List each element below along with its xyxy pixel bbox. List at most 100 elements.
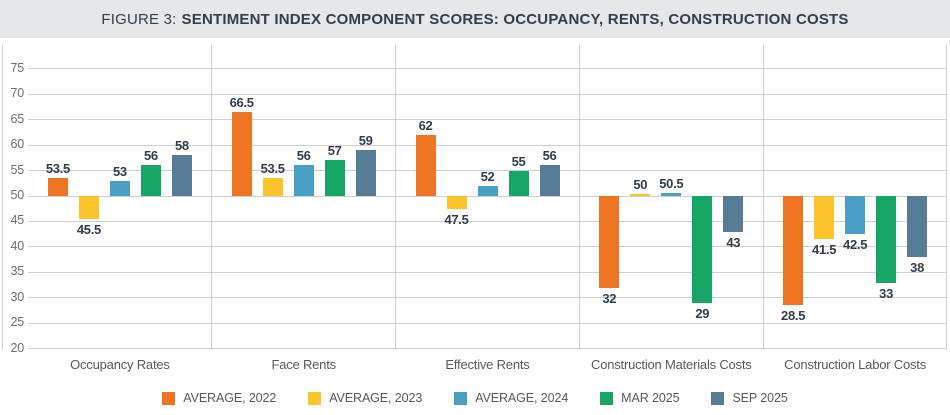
y-axis-tick-label: 65 bbox=[10, 111, 24, 126]
y-axis-tick-label: 70 bbox=[10, 86, 24, 101]
bar-value-label: 29 bbox=[695, 305, 710, 321]
legend-swatch bbox=[308, 391, 322, 405]
y-axis-tick-label: 30 bbox=[10, 289, 24, 304]
gridline-60 bbox=[28, 144, 947, 146]
panel-separator bbox=[762, 45, 764, 350]
bar-value-label: 38 bbox=[910, 260, 925, 276]
y-axis-tick-label: 20 bbox=[10, 340, 24, 355]
legend-label: AVERAGE, 2023 bbox=[329, 391, 423, 405]
bar-average-2023 bbox=[446, 196, 467, 209]
bar-value-label: 56 bbox=[296, 148, 311, 164]
plot-right-border bbox=[946, 45, 947, 350]
gridline-20 bbox=[28, 348, 947, 350]
legend-swatch bbox=[162, 391, 176, 405]
figure-title-bar: FIGURE 3: SENTIMENT INDEX COMPONENT SCOR… bbox=[0, 0, 950, 38]
bar-value-label: 56 bbox=[542, 148, 557, 164]
bar-value-label: 45.5 bbox=[76, 221, 101, 237]
panel-separator bbox=[395, 45, 397, 350]
y-axis-tick-label: 60 bbox=[10, 137, 24, 152]
legend-label: SEP 2025 bbox=[732, 391, 788, 405]
bar-average-2023 bbox=[630, 194, 651, 196]
legend-item-mar-2025: MAR 2025 bbox=[600, 391, 680, 405]
y-axis-tick-label: 25 bbox=[10, 315, 24, 330]
category-label: Occupancy Rates bbox=[70, 357, 170, 372]
gridline-75 bbox=[28, 68, 947, 70]
bar-average-2022 bbox=[47, 178, 68, 196]
legend-item-average-2022: AVERAGE, 2022 bbox=[162, 391, 276, 405]
bar-average-2024 bbox=[109, 180, 130, 196]
gridline-65 bbox=[28, 119, 947, 121]
gridline-45 bbox=[28, 220, 947, 222]
bar-value-label: 55 bbox=[511, 153, 526, 169]
legend-label: AVERAGE, 2022 bbox=[183, 391, 277, 405]
gridline-30 bbox=[28, 297, 947, 299]
bar-value-label: 32 bbox=[602, 290, 617, 306]
bar-value-label: 42.5 bbox=[843, 237, 868, 253]
gridline-25 bbox=[28, 322, 947, 324]
bar-value-label: 62 bbox=[418, 117, 433, 133]
bar-value-label: 50.5 bbox=[659, 176, 684, 192]
panel-separator bbox=[578, 45, 580, 350]
legend-swatch bbox=[711, 391, 725, 405]
bar-average-2023 bbox=[814, 196, 835, 240]
bar-sep-2025 bbox=[355, 150, 376, 196]
bar-value-label: 56 bbox=[143, 148, 158, 164]
bar-value-label: 43 bbox=[726, 234, 741, 250]
category-label: Construction Materials Costs bbox=[591, 357, 752, 372]
bar-average-2022 bbox=[783, 196, 804, 306]
bar-sep-2025 bbox=[907, 196, 928, 258]
figure-title: SENTIMENT INDEX COMPONENT SCORES: OCCUPA… bbox=[181, 10, 849, 28]
y-axis-tick-label: 50 bbox=[10, 188, 24, 202]
bar-mar-2025 bbox=[508, 170, 529, 196]
bar-average-2024 bbox=[845, 196, 866, 235]
bar-value-label: 53.5 bbox=[260, 161, 285, 177]
bar-mar-2025 bbox=[140, 165, 161, 196]
legend-item-average-2023: AVERAGE, 2023 bbox=[308, 391, 422, 405]
bar-value-label: 57 bbox=[327, 143, 342, 159]
gridline-50 bbox=[28, 195, 947, 197]
bar-sep-2025 bbox=[723, 196, 744, 232]
category-label: Construction Labor Costs bbox=[784, 357, 927, 372]
y-axis-tick-label: 40 bbox=[10, 238, 24, 253]
bar-value-label: 66.5 bbox=[229, 95, 254, 110]
legend-item-sep-2025: SEP 2025 bbox=[711, 391, 788, 405]
bar-average-2023 bbox=[262, 178, 283, 196]
legend-label: MAR 2025 bbox=[621, 391, 680, 405]
bar-average-2024 bbox=[477, 185, 498, 196]
legend-label: AVERAGE, 2024 bbox=[475, 391, 569, 405]
bar-value-label: 50 bbox=[633, 177, 648, 192]
bar-value-label: 47.5 bbox=[444, 211, 469, 227]
category-label: Effective Rents bbox=[445, 357, 530, 372]
bar-sep-2025 bbox=[539, 165, 560, 196]
bar-average-2024 bbox=[661, 193, 682, 196]
bar-value-label: 59 bbox=[358, 133, 373, 149]
bar-value-label: 52 bbox=[480, 168, 495, 184]
bar-mar-2025 bbox=[324, 160, 345, 196]
bar-value-label: 58 bbox=[174, 138, 189, 154]
chart-legend: AVERAGE, 2022 AVERAGE, 2023 AVERAGE, 2024 M… bbox=[0, 388, 950, 408]
bar-average-2023 bbox=[78, 196, 99, 219]
bar-average-2022 bbox=[231, 112, 252, 196]
bar-mar-2025 bbox=[692, 196, 713, 303]
bar-average-2024 bbox=[293, 165, 314, 196]
gridline-40 bbox=[28, 246, 947, 248]
gridline-35 bbox=[28, 271, 947, 273]
y-axis-tick-label: 35 bbox=[10, 264, 24, 279]
category-label: Face Rents bbox=[271, 357, 336, 372]
bar-sep-2025 bbox=[171, 155, 192, 196]
bar-value-label: 53.5 bbox=[45, 161, 70, 177]
legend-item-average-2024: AVERAGE, 2024 bbox=[454, 391, 568, 405]
legend-swatch bbox=[600, 391, 614, 405]
y-axis-tick-label: 55 bbox=[10, 162, 24, 177]
panel-separator bbox=[211, 45, 213, 350]
plot-left-border bbox=[2, 45, 3, 350]
y-axis-tick-label: 75 bbox=[10, 60, 24, 75]
legend-swatch bbox=[454, 391, 468, 405]
gridline-70 bbox=[28, 93, 947, 95]
y-axis-tick-label: 45 bbox=[10, 213, 24, 228]
gridline-55 bbox=[28, 170, 947, 172]
bar-value-label: 53 bbox=[112, 163, 127, 179]
figure-number: FIGURE 3: bbox=[101, 10, 177, 28]
bar-average-2022 bbox=[599, 196, 620, 288]
